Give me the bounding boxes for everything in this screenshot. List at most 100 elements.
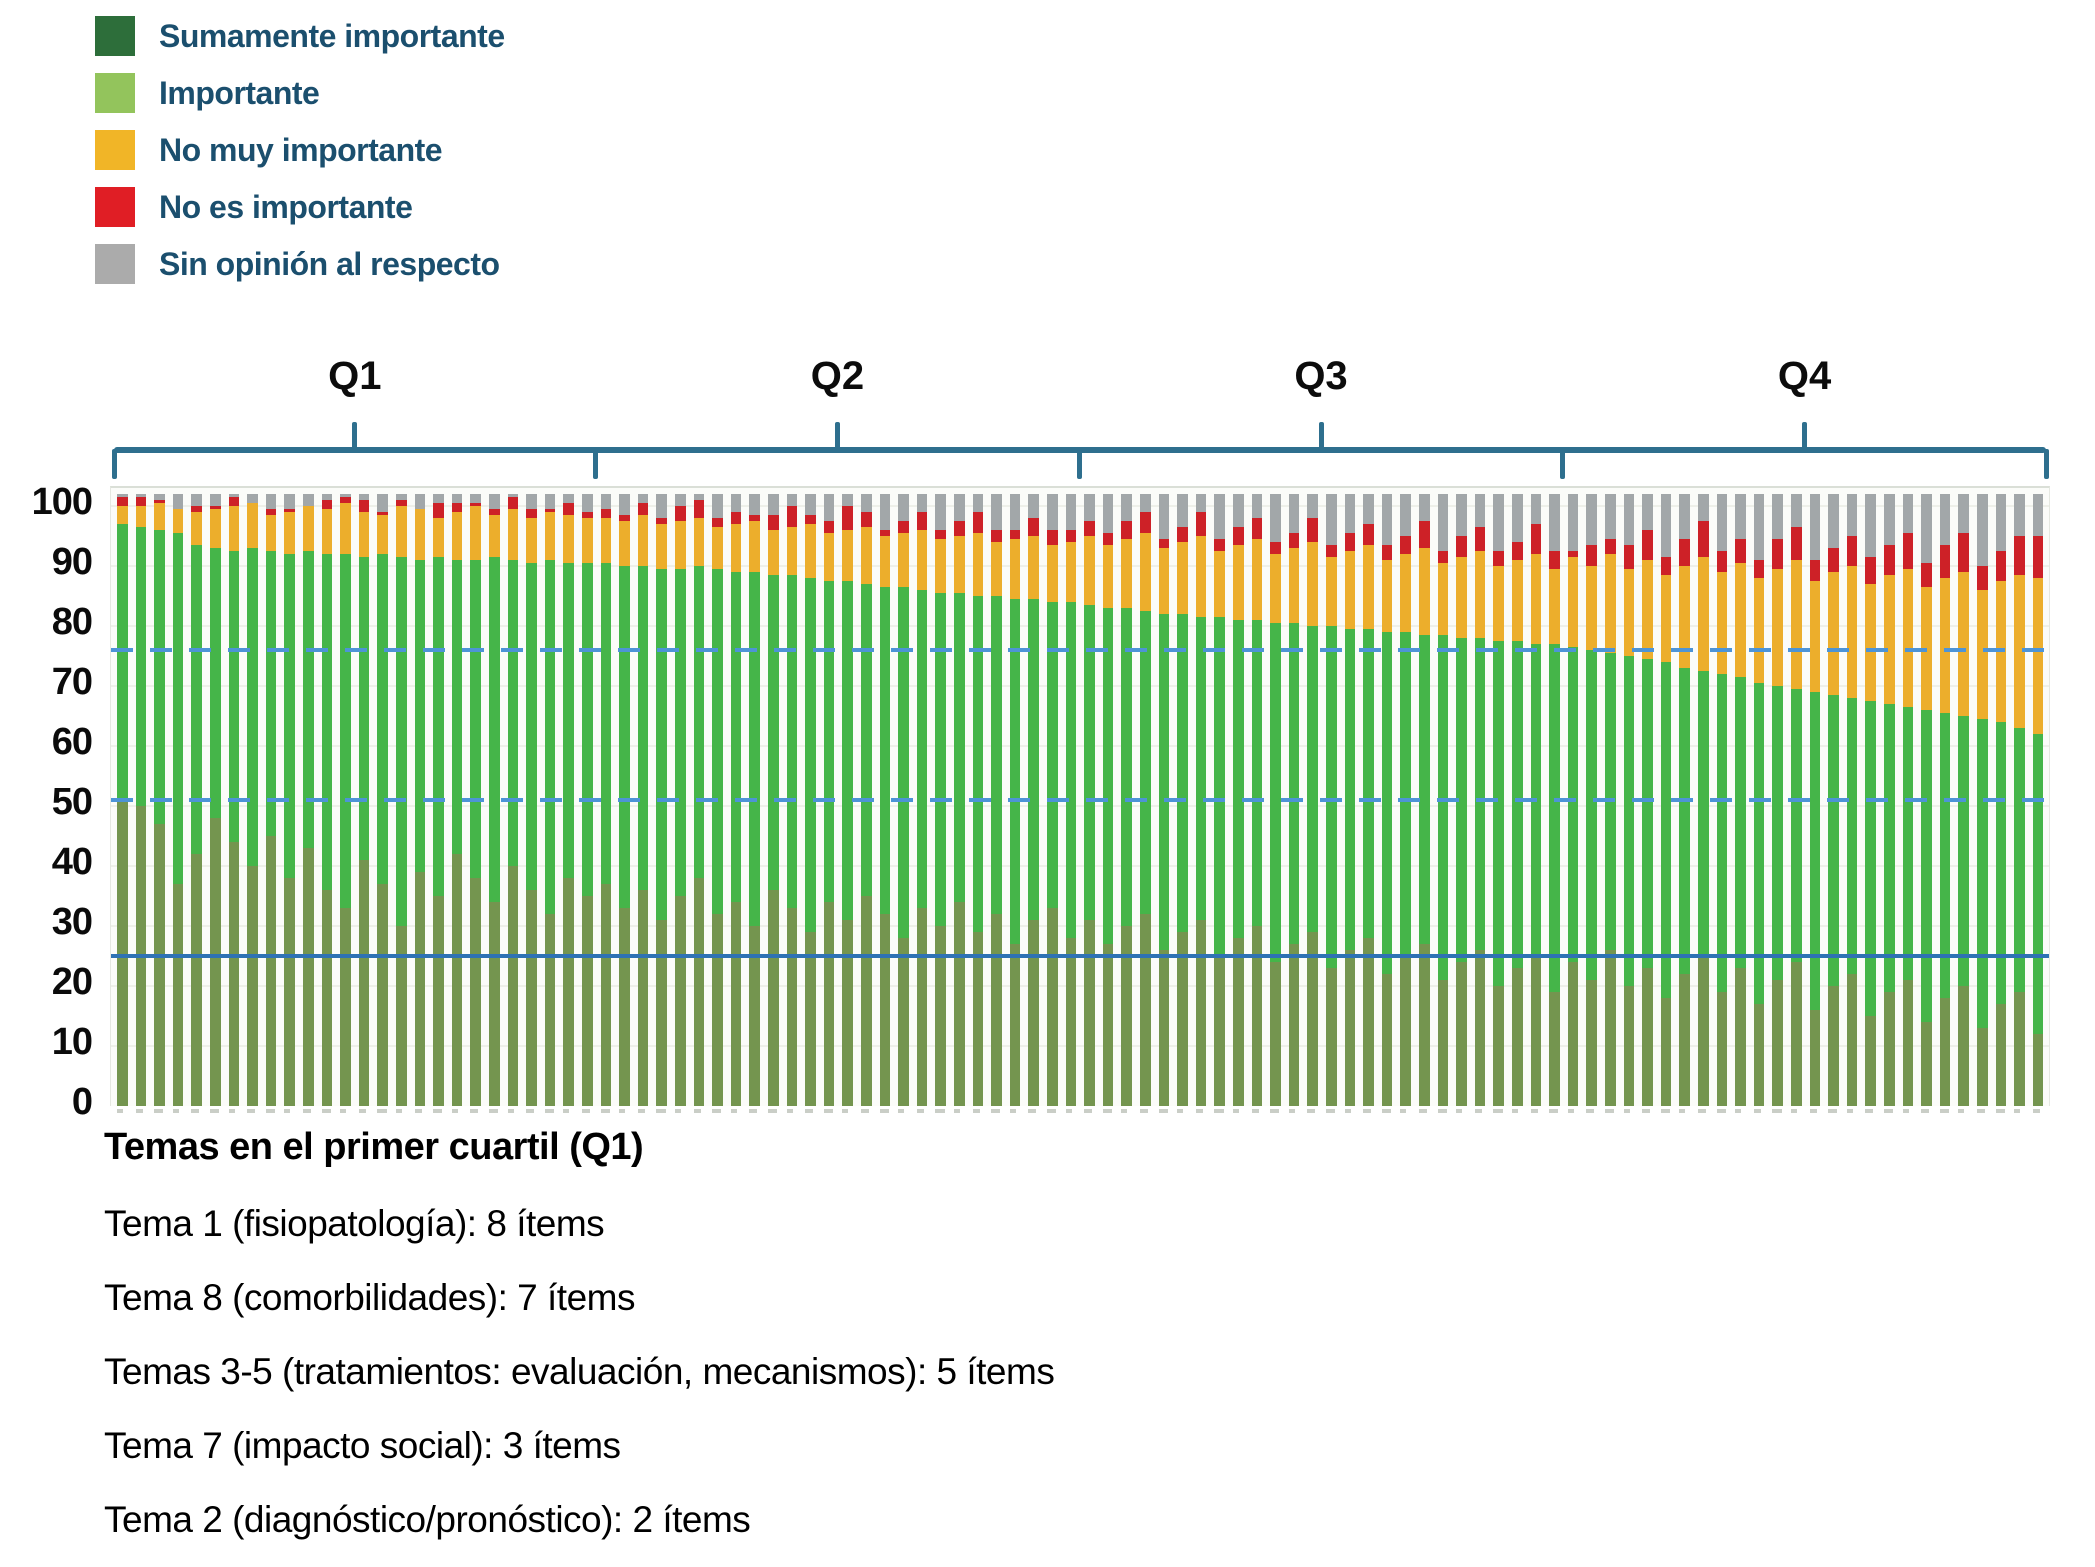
bar-segment-no-es-importante (898, 521, 909, 533)
bar-segment-sumamente-importante (1195, 920, 1207, 1106)
bar-segment-sumamente-importante (582, 896, 593, 1106)
bar-segment-sin-opinion (135, 494, 147, 497)
bar-segment-importante (228, 551, 240, 842)
bar-segment-importante (1307, 626, 1318, 932)
bar-segment-sumamente-importante (1326, 968, 1337, 1106)
bar-segment-sumamente-importante (247, 866, 258, 1106)
stacked-bar (637, 494, 649, 1106)
bar-segment-no-muy-importante (1400, 554, 1411, 632)
x-tick-microlabel (1567, 1109, 1574, 1113)
stacked-bar (544, 494, 556, 1106)
x-tick-microlabel (1698, 1109, 1706, 1113)
bar-segment-sin-opinion (1326, 494, 1337, 545)
bar-segment-no-muy-importante (470, 506, 481, 560)
stacked-bar (879, 494, 891, 1106)
bar-segment-sumamente-importante (544, 914, 556, 1106)
swatch-light-green-icon (95, 73, 135, 113)
stacked-bar (1326, 494, 1337, 1106)
bar-segment-importante (1493, 641, 1504, 986)
bar-segment-sumamente-importante (1902, 980, 1914, 1106)
x-tick-microlabel (1028, 1109, 1036, 1113)
bar-segment-no-es-importante (823, 521, 835, 533)
bar-segment-sin-opinion (284, 494, 295, 509)
stacked-bar (1400, 494, 1411, 1106)
bar-segment-sin-opinion (191, 494, 202, 506)
x-tick-microlabel (228, 1109, 235, 1113)
bar-segment-sumamente-importante (1344, 950, 1356, 1106)
x-tick-microlabel (1233, 1109, 1239, 1113)
bar-segment-sumamente-importante (526, 890, 537, 1106)
stacked-bar (1753, 494, 1765, 1106)
bar-segment-no-es-importante (1530, 524, 1542, 554)
bar-segment-no-es-importante (1958, 533, 1969, 572)
stacked-bar (805, 494, 816, 1106)
bar-segment-sumamente-importante (507, 866, 519, 1106)
bar-segment-sin-opinion (544, 494, 556, 509)
bar-segment-sin-opinion (1456, 494, 1467, 536)
bar-segment-sin-opinion (600, 494, 612, 509)
bar-segment-importante (1753, 683, 1765, 1004)
bar-segment-no-muy-importante (1549, 569, 1560, 644)
bar-segment-sumamente-importante (1549, 992, 1560, 1106)
bar-segment-no-muy-importante (172, 509, 184, 533)
x-tick-microlabel (1530, 1109, 1539, 1113)
bar-segment-importante (1084, 605, 1095, 920)
bar-segment-sumamente-importante (805, 932, 816, 1106)
bar-segment-sumamente-importante (1084, 920, 1095, 1106)
bar-segment-sumamente-importante (1995, 1004, 2007, 1106)
bar-segment-sin-opinion (842, 494, 853, 506)
bar-segment-importante (730, 572, 742, 902)
stacked-bar (1307, 494, 1318, 1106)
bar-segment-sin-opinion (1902, 494, 1914, 533)
stacked-bar (1493, 494, 1504, 1106)
bar-segment-importante (1028, 599, 1039, 920)
gridline (111, 565, 2049, 567)
bar-segment-no-es-importante (768, 515, 779, 530)
quartile-label-q2: Q2 (810, 354, 865, 398)
bar-segment-no-es-importante (135, 497, 147, 506)
x-tick-microlabel (1493, 1109, 1503, 1113)
bar-segment-importante (1009, 599, 1021, 944)
bar-segment-importante (1977, 719, 1988, 1028)
x-tick-microlabel (1344, 1109, 1351, 1113)
bar-segment-sumamente-importante (1307, 932, 1318, 1106)
bar-segment-no-muy-importante (1102, 545, 1114, 608)
x-tick-microlabel (1288, 1109, 1295, 1113)
bar-segment-no-es-importante (1381, 545, 1393, 560)
y-axis-tick-label: 30 (51, 901, 93, 943)
x-tick-microlabel (433, 1109, 443, 1113)
bar-segment-no-es-importante (489, 509, 500, 515)
stacked-bar (1623, 494, 1635, 1106)
x-tick-microlabel (303, 1109, 311, 1113)
bar-segment-no-muy-importante (805, 524, 816, 578)
bar-segment-no-muy-importante (1884, 575, 1895, 704)
bar-segment-sumamente-importante (1772, 980, 1783, 1106)
bar-segment-no-es-importante (1270, 542, 1281, 554)
legend-item-label: No es importante (159, 188, 413, 225)
bar-segment-sumamente-importante (1251, 926, 1263, 1106)
bar-segment-no-es-importante (1512, 542, 1523, 560)
bar-segment-no-muy-importante (210, 509, 221, 548)
bar-segment-importante (712, 569, 723, 914)
stacked-bar (935, 494, 946, 1106)
bar-segment-sin-opinion (991, 494, 1002, 530)
bar-segment-no-es-importante (396, 500, 407, 506)
bar-segment-no-muy-importante (414, 509, 426, 560)
bar-segment-no-es-importante (879, 530, 891, 536)
swatch-gray-icon (95, 244, 135, 284)
bar-segment-sin-opinion (1102, 494, 1114, 533)
bar-segment-no-muy-importante (1828, 572, 1839, 695)
bar-segment-importante (470, 560, 481, 878)
x-tick-microlabel (1121, 1109, 1128, 1113)
bar-segment-no-es-importante (1195, 512, 1207, 536)
legend-item: No es importante (95, 187, 505, 227)
bar-segment-no-muy-importante (823, 533, 835, 581)
bar-segment-no-muy-importante (693, 518, 705, 566)
swatch-yellow-icon (95, 130, 135, 170)
stacked-bar (1102, 494, 1114, 1106)
bar-segment-no-es-importante (1140, 512, 1151, 533)
bar-segment-sin-opinion (861, 494, 872, 512)
bar-segment-importante (1772, 686, 1783, 980)
bar-segment-importante (1958, 716, 1969, 986)
x-tick-microlabel (1474, 1109, 1483, 1113)
